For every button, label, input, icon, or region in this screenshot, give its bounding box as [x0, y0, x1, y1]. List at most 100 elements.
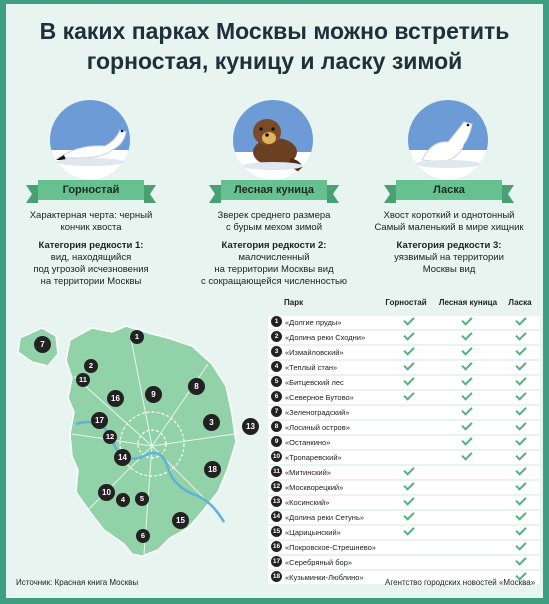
stoat-icon [50, 100, 130, 180]
check-icon [515, 494, 527, 506]
table-row: 7 «Зеленоградский» [268, 404, 540, 419]
moscow-map: 1 2 3 4 5 6 7 8 9 10 11 12 13 14 15 16 1… [12, 316, 262, 574]
table-row: 12 «Москворецкий» [268, 479, 540, 494]
map-marker[interactable]: 4 [116, 493, 130, 507]
stoat-rarity: Категория редкости 1: вид, находящийся п… [6, 240, 176, 288]
map-marker[interactable]: 11 [76, 373, 90, 387]
park-name: «Лосиный остров» [285, 423, 350, 432]
map-marker[interactable]: 3 [203, 414, 220, 431]
weasel-name: Ласка [396, 180, 502, 200]
park-name: «Измайловский» [285, 348, 344, 357]
weasel-rarity-title: Категория редкости 3: [396, 240, 502, 251]
stoat-rarity-line: вид, находящийся [50, 252, 132, 263]
source-note: Источник: Красная книга Москвы [16, 578, 139, 587]
map-marker[interactable]: 9 [145, 386, 162, 403]
map-marker[interactable]: 10 [98, 484, 115, 501]
table-row: 16 «Покровское-Стрешнево» [268, 539, 540, 554]
marten-desc-line: Зверек среднего размера [217, 210, 331, 221]
map-marker[interactable]: 17 [91, 412, 108, 429]
weasel-desc-line: Хвост короткий и однотонный [383, 210, 515, 221]
marten-desc-line: с бурым мехом зимой [225, 222, 323, 233]
check-icon [461, 404, 473, 416]
check-icon [515, 554, 527, 566]
table-header-weasel: Ласка [508, 298, 532, 307]
table-row: 5 «Битцевский лес [268, 374, 540, 389]
check-icon [515, 464, 527, 476]
weasel-rarity-line: Москвы вид [422, 264, 476, 275]
map-marker[interactable]: 12 [103, 430, 117, 444]
map-marker[interactable]: 7 [34, 336, 51, 353]
check-icon [403, 314, 415, 326]
table-row: 17 «Серебряный бор» [268, 554, 540, 569]
stoat-desc-line: кончик хвоста [60, 222, 122, 233]
title-line-1: В каких парках Москвы можно встретить [39, 18, 510, 44]
map-marker[interactable]: 14 [114, 449, 131, 466]
park-name: «Долина реки Сходни» [285, 333, 366, 342]
park-name: «Косинский» [285, 498, 330, 507]
map-marker[interactable]: 13 [242, 418, 259, 435]
agency-note: Агентство городских новостей «Москва» [385, 578, 536, 587]
check-icon [515, 359, 527, 371]
park-name: «Зеленоградский» [285, 408, 350, 417]
park-number: 15 [271, 526, 282, 537]
park-number: 17 [271, 556, 282, 567]
weasel-icon [408, 100, 488, 180]
table-row: 1 «Долгие пруды» [268, 314, 540, 329]
table-row: 6 «Северное Бутово» [268, 389, 540, 404]
check-icon [403, 359, 415, 371]
pine-marten-icon [233, 100, 313, 180]
table-row: 10 «Тропаревский» [268, 449, 540, 464]
check-icon [515, 404, 527, 416]
check-icon [461, 314, 473, 326]
marten-rarity-line: с сокращающейся численностью [200, 276, 348, 287]
marten-rarity: Категория редкости 2: малочисленный на т… [189, 240, 359, 288]
table-row: 4 «Теплый стан» [268, 359, 540, 374]
map-marker[interactable]: 18 [204, 461, 221, 478]
park-number: 4 [271, 361, 282, 372]
map-marker[interactable]: 15 [172, 512, 189, 529]
table-row: 15 «Царицынский» [268, 524, 540, 539]
stoat-desc-line: Характерная черта: черный [29, 210, 153, 221]
check-icon [461, 389, 473, 401]
map-marker[interactable]: 1 [130, 330, 144, 344]
table-row: 2 «Долина реки Сходни» [268, 329, 540, 344]
map-marker[interactable]: 8 [188, 378, 205, 395]
map-marker[interactable]: 5 [135, 492, 149, 506]
check-icon [461, 329, 473, 341]
map-marker[interactable]: 2 [84, 359, 98, 373]
check-icon [461, 344, 473, 356]
table-header-marten: Лесная куница [438, 298, 498, 307]
check-icon [461, 359, 473, 371]
check-icon [403, 464, 415, 476]
park-number: 3 [271, 346, 282, 357]
park-number: 7 [271, 406, 282, 417]
stoat-ribbon: Горностай [26, 180, 156, 203]
park-name: «Царицынский» [285, 528, 341, 537]
check-icon [515, 389, 527, 401]
check-icon [403, 494, 415, 506]
table-row: 13 «Косинский» [268, 494, 540, 509]
park-number: 5 [271, 376, 282, 387]
park-number: 9 [271, 436, 282, 447]
park-name: «Битцевский лес [285, 378, 344, 387]
check-icon [403, 374, 415, 386]
park-number: 12 [271, 481, 282, 492]
weasel-rarity: Категория редкости 3: уязвимый на террит… [364, 240, 534, 276]
weasel-description: Хвост короткий и однотонный Самый малень… [364, 210, 534, 234]
park-number: 10 [271, 451, 282, 462]
check-icon [515, 479, 527, 491]
marten-rarity-line: на территории Москвы вид [214, 264, 334, 275]
park-name: «Останкино» [285, 438, 331, 447]
park-number: 8 [271, 421, 282, 432]
park-number: 11 [271, 466, 282, 477]
table-row: 11 «Митинский» [268, 464, 540, 479]
table-row: 18 «Кузьминки-Люблино» [268, 569, 540, 584]
check-icon [403, 344, 415, 356]
park-name: «Долгие пруды» [285, 318, 342, 327]
check-icon [515, 329, 527, 341]
stoat-rarity-title: Категория редкости 1: [38, 240, 144, 251]
map-marker[interactable]: 16 [107, 390, 124, 407]
park-number: 18 [271, 571, 282, 582]
park-name: «Серебряный бор» [285, 558, 353, 567]
map-marker[interactable]: 6 [136, 529, 150, 543]
